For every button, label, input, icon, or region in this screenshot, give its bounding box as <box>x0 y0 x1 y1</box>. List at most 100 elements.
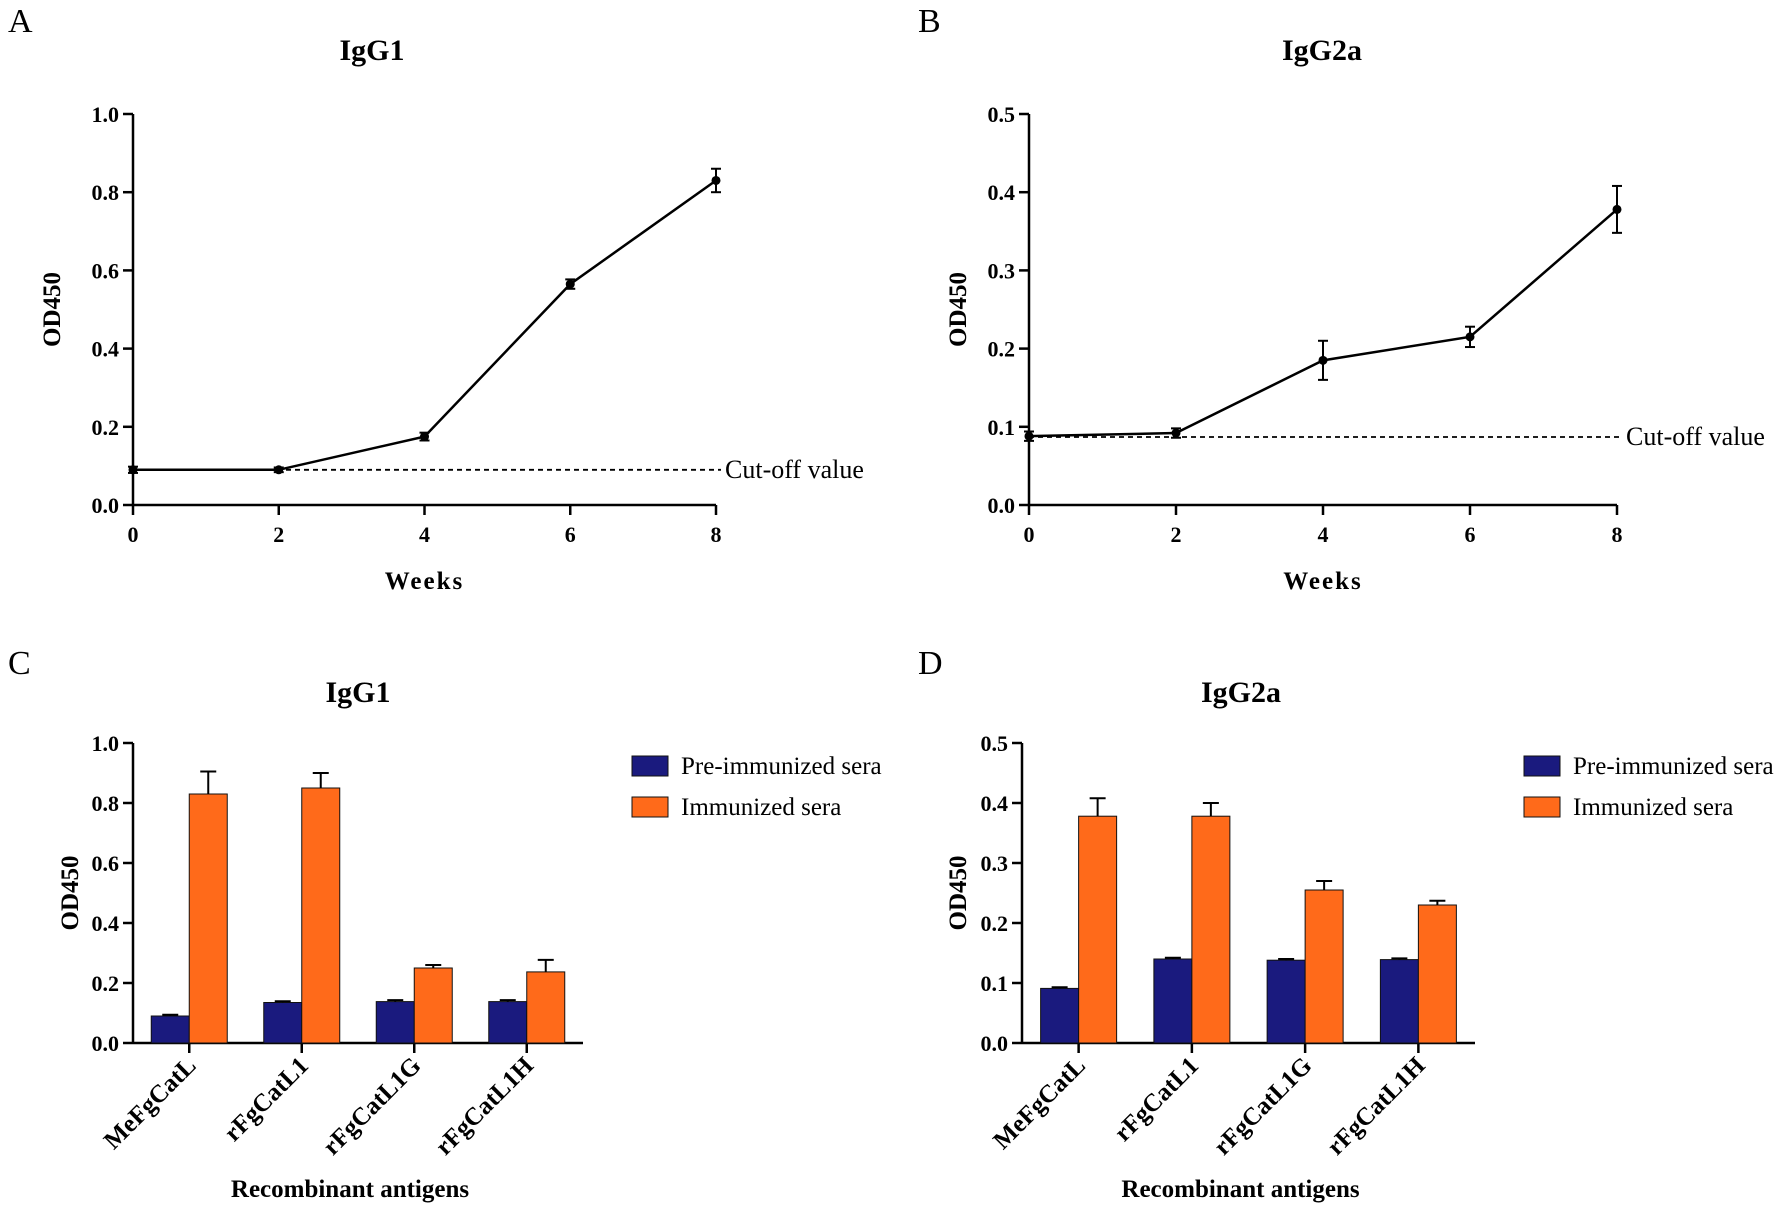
y-axis-label: OD450 <box>57 856 84 931</box>
y-axis-label: OD450 <box>39 272 66 347</box>
panel-letter: A <box>8 3 33 40</box>
bar-pre-immunized <box>1266 959 1306 1044</box>
x-tick-label: 8 <box>711 522 722 547</box>
x-category-label: rFgCatL1G <box>1209 1052 1317 1160</box>
x-axis-label: Weeks <box>1283 568 1362 595</box>
legend-label-immunized: Immunized sera <box>681 794 841 821</box>
data-point <box>565 279 575 289</box>
x-category-label: rFgCatL1 <box>219 1052 314 1147</box>
bar-pre-immunized <box>1379 959 1419 1044</box>
x-category-label: rFgCatL1H <box>431 1052 540 1161</box>
bar-pre-immunized <box>1153 958 1193 1044</box>
y-tick-label: 0.5 <box>988 102 1016 127</box>
panel-a-igg1-line-chart: A IgG1 0.0 0.2 0.4 0.6 0.8 1.0 OD450 0 2 4 6 8 Weeks Cu… <box>8 3 864 595</box>
chart-title: IgG1 <box>339 34 404 67</box>
y-tick-label: 0.0 <box>981 1031 1009 1056</box>
y-tick-label: 0.2 <box>981 911 1009 936</box>
data-point <box>1024 431 1034 441</box>
y-tick-label: 0.1 <box>988 415 1016 440</box>
panel-letter: D <box>918 645 943 682</box>
x-tick-label: 8 <box>1612 522 1623 547</box>
bar-immunized <box>1417 904 1457 1044</box>
y-tick-label: 1.0 <box>92 102 120 127</box>
y-axis-label: OD450 <box>945 272 972 347</box>
y-tick-label: 0.4 <box>988 180 1016 205</box>
panel-b-igg2a-line-chart: B IgG2a 0.0 0.1 0.2 0.3 0.4 0.5 OD450 0 2 4 6 8 Weeks C… <box>918 3 1765 595</box>
y-tick-label: 0.8 <box>92 180 120 205</box>
y-tick-label: 0.2 <box>988 337 1016 362</box>
bar-immunized <box>413 967 453 1044</box>
data-point <box>420 432 429 442</box>
x-tick-label: 4 <box>419 522 430 547</box>
x-tick-label: 2 <box>273 522 284 547</box>
data-point <box>128 465 138 475</box>
x-tick-label: 2 <box>1171 522 1182 547</box>
x-category-label: MeFgCatL <box>99 1052 202 1155</box>
cutoff-label: Cut-off value <box>1626 422 1765 451</box>
y-tick-label: 0.2 <box>92 415 120 440</box>
legend-swatch-immunized <box>631 796 669 818</box>
y-tick-label: 0.6 <box>92 851 120 876</box>
data-point <box>274 465 284 475</box>
panel-letter: B <box>918 3 941 40</box>
x-tick-label: 6 <box>1465 522 1476 547</box>
y-tick-label: 0.4 <box>92 911 120 936</box>
y-tick-label: 0.5 <box>981 731 1009 756</box>
bar-pre-immunized <box>1040 987 1080 1044</box>
x-axis-label: Recombinant antigens <box>1121 1176 1359 1203</box>
y-tick-label: 0.4 <box>92 337 120 362</box>
bar-immunized <box>1191 815 1231 1044</box>
chart-title: IgG1 <box>325 676 390 709</box>
bar-immunized <box>1078 815 1118 1044</box>
bar-immunized <box>526 971 566 1044</box>
bar-pre-immunized <box>488 1001 528 1044</box>
x-axis-label: Recombinant antigens <box>231 1176 469 1203</box>
legend-label-pre-immunized: Pre-immunized sera <box>1573 753 1774 780</box>
x-category-label: rFgCatL1H <box>1322 1052 1431 1161</box>
y-tick-label: 0.0 <box>988 493 1016 518</box>
panel-letter: C <box>8 645 31 682</box>
y-tick-label: 0.8 <box>92 791 120 816</box>
series-line <box>1028 208 1618 438</box>
y-axis-label: OD450 <box>945 856 972 931</box>
y-tick-label: 0.4 <box>981 791 1009 816</box>
y-tick-label: 0.0 <box>92 1031 120 1056</box>
x-tick-label: 4 <box>1318 522 1329 547</box>
data-point <box>1318 355 1328 365</box>
legend-swatch-pre-immunized <box>1523 755 1561 777</box>
legend-swatch-immunized <box>1523 796 1561 818</box>
x-tick-label: 0 <box>1024 522 1035 547</box>
bar-immunized <box>301 787 341 1044</box>
x-category-label: rFgCatL1G <box>318 1052 426 1160</box>
y-tick-label: 0.1 <box>981 971 1009 996</box>
y-tick-label: 0.6 <box>92 258 120 283</box>
y-tick-label: 1.0 <box>92 731 120 756</box>
bar-pre-immunized <box>375 1001 415 1044</box>
bar-pre-immunized <box>263 1002 303 1044</box>
legend-label-immunized: Immunized sera <box>1573 794 1733 821</box>
bar-pre-immunized <box>150 1015 190 1044</box>
x-tick-label: 0 <box>128 522 139 547</box>
data-point <box>711 175 721 185</box>
y-tick-label: 0.3 <box>988 258 1016 283</box>
x-category-label: rFgCatL1 <box>1109 1052 1204 1147</box>
bar-immunized <box>1304 889 1344 1044</box>
x-tick-label: 6 <box>565 522 576 547</box>
y-tick-label: 0.2 <box>92 971 120 996</box>
series-line <box>133 179 717 472</box>
chart-title: IgG2a <box>1282 34 1362 67</box>
cutoff-label: Cut-off value <box>725 455 864 484</box>
data-point <box>1171 428 1181 438</box>
data-point <box>1612 204 1622 214</box>
legend-label-pre-immunized: Pre-immunized sera <box>681 753 882 780</box>
x-axis-label: Weeks <box>385 568 464 595</box>
bar-immunized <box>188 793 228 1044</box>
y-tick-label: 0.3 <box>981 851 1009 876</box>
legend-swatch-pre-immunized <box>631 755 669 777</box>
data-point <box>1465 332 1475 342</box>
chart-title: IgG2a <box>1201 676 1281 709</box>
y-tick-label: 0.0 <box>92 493 120 518</box>
